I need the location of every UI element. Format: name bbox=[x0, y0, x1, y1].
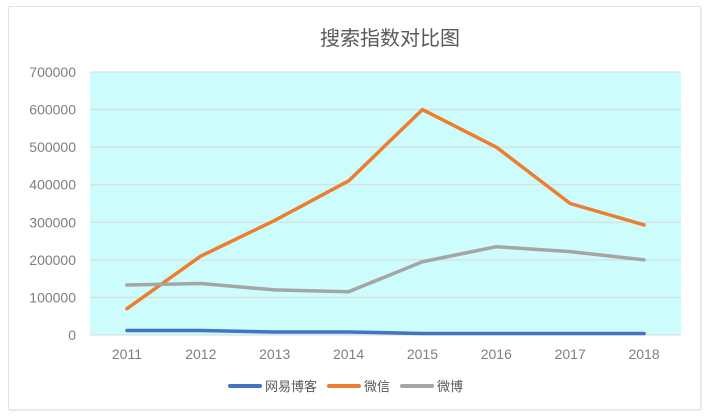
series-line bbox=[125, 244, 646, 294]
x-tick-label: 2014 bbox=[333, 346, 364, 362]
legend-item-wechat: 微信 bbox=[327, 376, 390, 395]
legend: 网易博客 微信 微博 bbox=[228, 376, 473, 395]
legend-label: 微博 bbox=[437, 380, 464, 395]
plot-area bbox=[90, 72, 681, 335]
legend-swatch-orange bbox=[327, 383, 362, 388]
y-tick-label: 0 bbox=[68, 327, 76, 343]
x-tick-label: 2011 bbox=[112, 346, 142, 362]
legend-item-netease-blog: 网易博客 bbox=[228, 376, 317, 395]
y-tick-label: 600000 bbox=[29, 102, 76, 118]
y-tick-label: 400000 bbox=[29, 177, 76, 193]
x-tick-label: 2018 bbox=[628, 346, 659, 362]
legend-item-weibo: 微博 bbox=[400, 376, 463, 395]
x-tick-label: 2013 bbox=[259, 346, 290, 362]
y-tick-label: 500000 bbox=[29, 139, 76, 155]
x-tick-label: 2015 bbox=[407, 346, 438, 362]
legend-swatch-gray bbox=[400, 383, 435, 388]
series-line bbox=[125, 107, 646, 311]
x-tick-label: 2012 bbox=[185, 346, 216, 362]
y-tick-label: 100000 bbox=[29, 289, 76, 305]
chart-title: 搜索指数对比图 bbox=[320, 26, 460, 50]
x-tick-label: 2017 bbox=[555, 346, 586, 362]
legend-swatch-blue bbox=[228, 383, 262, 388]
legend-label: 微信 bbox=[364, 380, 391, 395]
y-tick-label: 700000 bbox=[29, 64, 76, 80]
y-tick-label: 200000 bbox=[29, 252, 76, 268]
y-tick-label: 300000 bbox=[29, 214, 76, 230]
legend-label: 网易博客 bbox=[265, 380, 318, 395]
series-line bbox=[125, 328, 646, 336]
x-tick-label: 2016 bbox=[481, 346, 512, 362]
